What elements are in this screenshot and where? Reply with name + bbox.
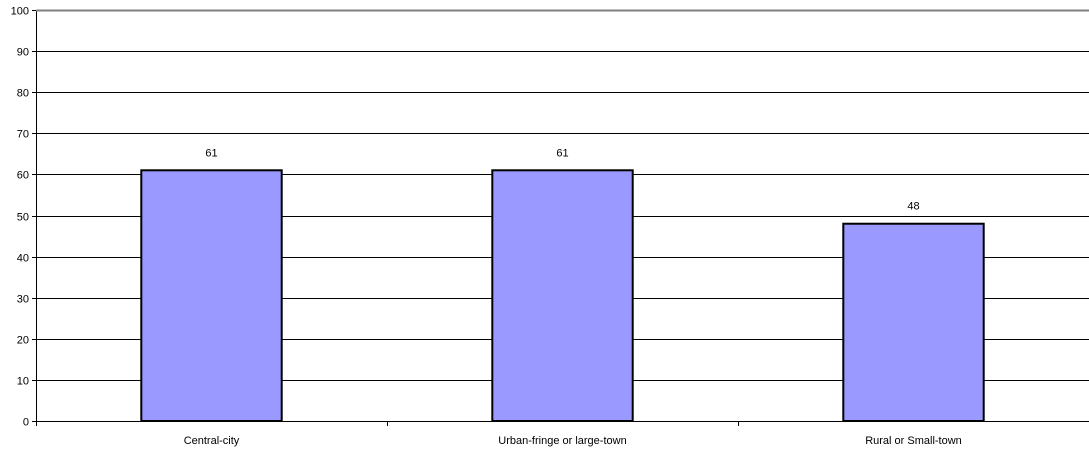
y-tick-label: 0 <box>23 417 29 429</box>
y-tick-label: 100 <box>11 6 29 18</box>
y-tick-label: 30 <box>17 294 29 306</box>
y-tick-label: 80 <box>17 88 29 100</box>
data-label: 48 <box>907 201 919 213</box>
y-tick-label: 50 <box>17 212 29 224</box>
bars <box>140 169 985 422</box>
y-tick-label: 40 <box>17 253 29 265</box>
bar-1 <box>140 169 283 422</box>
data-label: 61 <box>556 147 568 159</box>
labels: 0 10 20 30 40 50 60 70 80 90 100 61 Central-city 61 Ur… <box>11 6 962 448</box>
x-tick-label: Rural or Small-town <box>865 435 962 447</box>
y-tick-label: 90 <box>17 47 29 59</box>
data-label: 61 <box>205 147 217 159</box>
y-tick-label: 20 <box>17 335 29 347</box>
x-tick-label: Urban-fringe or large-town <box>498 435 626 447</box>
y-tick-label: 10 <box>17 376 29 388</box>
bar-3 <box>842 222 985 422</box>
y-tick-label: 70 <box>17 129 29 141</box>
bar-2 <box>491 169 634 422</box>
y-tick-label: 60 <box>17 170 29 182</box>
x-tick-label: Central-city <box>184 435 240 447</box>
axes <box>32 9 1089 426</box>
